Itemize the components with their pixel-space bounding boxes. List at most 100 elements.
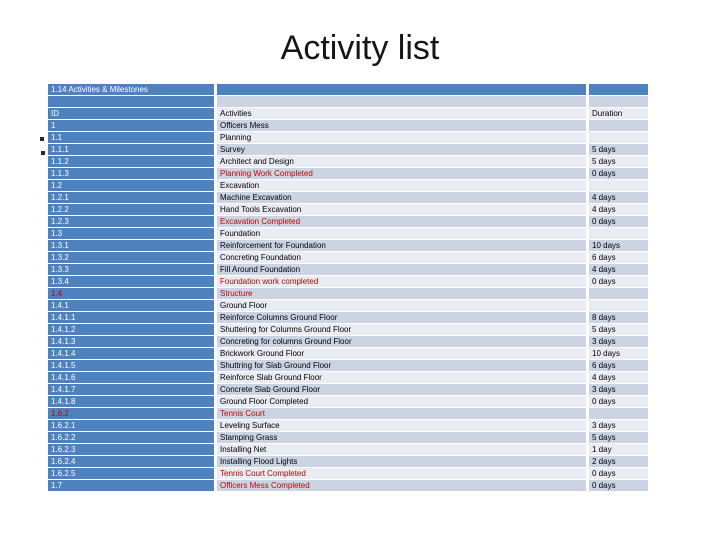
id-cell: 1.2.3 [48,216,214,227]
id-cell: 1.6.2.1 [48,420,214,431]
activity-cell: Reinforcement for Foundation [217,240,586,251]
id-cell: 1.3.3 [48,264,214,275]
activity-cell: Tennis Court [217,408,586,419]
id-cell: 1.6.2 [48,408,214,419]
duration-cell: 5 days [589,324,648,335]
duration-cell: 4 days [589,372,648,383]
id-cell: 1.4.1.3 [48,336,214,347]
id-cell: 1 [48,120,214,131]
id-cell: 1.4.1.7 [48,384,214,395]
activity-cell: Reinforce Slab Ground Floor [217,372,586,383]
duration-cell: 0 days [589,168,648,179]
activity-cell: Leveling Surface [217,420,586,431]
id-cell: 1.1.2 [48,156,214,167]
duration-cell: 0 days [589,468,648,479]
activity-cell: Hand Tools Excavation [217,204,586,215]
table-row: 1.4.1.3 Concreting for columns Ground Flo… [48,336,648,347]
table-row: 1.4.1.2 Shuttering for Columns Ground Flo… [48,324,648,335]
activity-cell: Structure [217,288,586,299]
table-row: 1.3.2 Concreting Foundation 6 days [48,252,648,263]
activity-cell: Officers Mess [217,120,586,131]
id-cell: 1.3.2 [48,252,214,263]
duration-cell: 8 days [589,312,648,323]
table-row: 1.6.2.1 Leveling Surface 3 days [48,420,648,431]
column-header-row: ID Activities Duration [48,108,648,119]
duration-cell [589,132,648,143]
id-cell: 1.1 [48,132,214,143]
table-rows: 1 Officers Mess 1.1 Planning 1.1.1 Survey 5 da… [48,120,648,491]
duration-cell: 10 days [589,348,648,359]
activity-cell: Foundation work completed [217,276,586,287]
activity-cell: Brickwork Ground Floor [217,348,586,359]
activity-cell: Machine Excavation [217,192,586,203]
id-cell: 1.6.2.2 [48,432,214,443]
table-row: 1.4.1.4 Brickwork Ground Floor 10 days [48,348,648,359]
activity-cell: Concreting Foundation [217,252,586,263]
duration-cell: 3 days [589,420,648,431]
duration-cell: 6 days [589,360,648,371]
blank-row [48,96,648,107]
activity-cell: Survey [217,144,586,155]
activity-cell: Reinforce Columns Ground Floor [217,312,586,323]
table-title-spacer-cell [589,84,648,95]
duration-cell: 0 days [589,216,648,227]
activity-cell: Excavation Completed [217,216,586,227]
duration-cell: 2 days [589,456,648,467]
table-row: 1.6.2.5 Tennis Court Completed 0 days [48,468,648,479]
activity-cell: Architect and Design [217,156,586,167]
table-title-spacer-cell [217,84,586,95]
duration-cell: 0 days [589,396,648,407]
id-cell: 1.4.1.1 [48,312,214,323]
id-cell: 1.6.2.4 [48,456,214,467]
activity-cell: Stamping Grass [217,432,586,443]
activity-cell: Concrete Slab Ground Floor [217,384,586,395]
table-row: 1.6.2.4 Installing Flood Lights 2 days [48,456,648,467]
table-row: 1.4.1 Ground Floor [48,300,648,311]
table-row: 1.3.1 Reinforcement for Foundation 10 days [48,240,648,251]
activity-cell: Shuttering for Columns Ground Floor [217,324,586,335]
activity-cell: Officers Mess Completed [217,480,586,491]
id-cell: 1.1.3 [48,168,214,179]
id-cell: 1.3.4 [48,276,214,287]
table-row: 1.1.3 Planning Work Completed 0 days [48,168,648,179]
duration-cell: 3 days [589,336,648,347]
duration-cell: 5 days [589,144,648,155]
activity-cell: Foundation [217,228,586,239]
table-row: 1.4.1.6 Reinforce Slab Ground Floor 4 days [48,372,648,383]
table-row: 1.4.1.1 Reinforce Columns Ground Floor 8 d… [48,312,648,323]
duration-cell: 6 days [589,252,648,263]
table-title-row: 1.14 Activities & Milestones [48,84,648,95]
table-row: 1.4 Structure [48,288,648,299]
id-cell: 1.4 [48,288,214,299]
table-row: 1.6.2 Tennis Court [48,408,648,419]
table-row: 1.4.1.5 Shuttring for Slab Ground Floor 6 … [48,360,648,371]
id-cell: 1.6.2.5 [48,468,214,479]
activity-cell: Ground Floor [217,300,586,311]
activity-cell: Planning [217,132,586,143]
activity-cell: Ground Floor Completed [217,396,586,407]
table-row: 1.2.2 Hand Tools Excavation 4 days [48,204,648,215]
duration-cell: 4 days [589,264,648,275]
table-row: 1.1.2 Architect and Design 5 days [48,156,648,167]
table-row: 1 Officers Mess [48,120,648,131]
table-row: 1.4.1.8 Ground Floor Completed 0 days [48,396,648,407]
table-row: 1.3 Foundation [48,228,648,239]
id-cell: 1.2.1 [48,192,214,203]
duration-cell: 0 days [589,480,648,491]
activity-cell: Installing Net [217,444,586,455]
duration-cell: 10 days [589,240,648,251]
table-row: 1.7 Officers Mess Completed 0 days [48,480,648,491]
duration-cell [589,120,648,131]
duration-cell: 3 days [589,384,648,395]
column-header-id: ID [48,108,214,119]
duration-cell [589,228,648,239]
id-cell: 1.4.1.6 [48,372,214,383]
blank-activity-cell [217,96,586,107]
id-cell: 1.3.1 [48,240,214,251]
id-cell: 1.7 [48,480,214,491]
duration-cell [589,408,648,419]
id-cell: 1.4.1 [48,300,214,311]
duration-cell [589,180,648,191]
duration-cell: 4 days [589,204,648,215]
slide-title: Activity list [280,29,440,67]
